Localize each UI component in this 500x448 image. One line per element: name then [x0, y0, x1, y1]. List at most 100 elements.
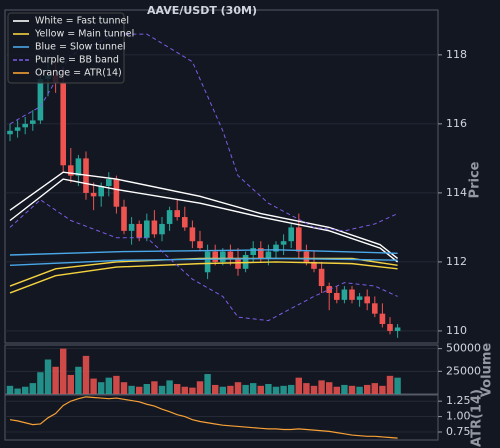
- volume-bar: [348, 385, 356, 394]
- volume-bar: [242, 384, 249, 394]
- volume-axis-label: Volume: [480, 343, 495, 398]
- candle-body: [220, 251, 226, 262]
- legend-label: White = Fast tunnel: [35, 16, 129, 27]
- volume-bar: [250, 383, 257, 394]
- volume-bar: [75, 366, 82, 394]
- volume-bar: [272, 386, 280, 394]
- candle-body: [235, 258, 241, 269]
- candle-body: [280, 241, 287, 245]
- volume-bar: [14, 388, 21, 394]
- candle-body: [121, 206, 127, 231]
- candle-body: [14, 127, 21, 131]
- candle-body: [394, 327, 401, 331]
- volume-bar: [219, 386, 226, 394]
- legend-box: [7, 12, 125, 84]
- candle-body: [166, 210, 173, 224]
- atr-axis-label: ATR(14): [470, 389, 485, 447]
- y-tick-label: 0.75: [446, 425, 471, 438]
- volume-bar: [82, 355, 90, 394]
- volume-bar: [98, 382, 105, 394]
- volume-bar: [379, 385, 386, 394]
- volume-bar: [105, 377, 112, 394]
- volume-bar: [181, 386, 188, 394]
- volume-bar: [196, 381, 204, 394]
- volume-bar: [136, 386, 143, 394]
- volume-bar: [371, 383, 378, 394]
- volume-bar: [128, 385, 135, 394]
- volume-bar: [44, 359, 52, 394]
- volume-bar: [333, 386, 340, 394]
- candle-body: [174, 210, 180, 218]
- chart-title: AAVE/USDT (30M): [147, 4, 257, 17]
- volume-bar: [257, 385, 264, 394]
- volume-bar: [356, 386, 363, 394]
- candle-body: [379, 313, 386, 325]
- candle-body: [311, 261, 317, 269]
- volume-bar: [22, 386, 29, 394]
- candle-body: [22, 123, 28, 128]
- legend-label: Yellow = Main tunnel: [34, 29, 134, 40]
- volume-bar: [52, 366, 59, 394]
- y-tick-label: 1.00: [446, 410, 471, 423]
- legend-label: Blue = Slow tunnel: [35, 42, 126, 53]
- candle-body: [60, 82, 66, 166]
- overlay-line: [9, 257, 398, 267]
- volume-bar: [151, 381, 158, 394]
- volume-bar: [341, 384, 348, 394]
- candle-body: [30, 120, 36, 124]
- volume-bar: [174, 384, 181, 394]
- candle-body: [318, 268, 325, 287]
- candle-body: [227, 251, 234, 259]
- candle-body: [136, 223, 142, 238]
- volume-bar: [295, 377, 302, 394]
- volume-bar: [120, 382, 128, 394]
- volume-bar: [204, 374, 211, 394]
- volume-bar: [6, 385, 14, 394]
- candle-body: [288, 227, 294, 242]
- legend: White = Fast tunnel Yellow = Main tunnel B…: [7, 12, 134, 84]
- atr-line: [9, 396, 398, 439]
- volume-bar: [67, 374, 74, 394]
- y-tick-label: 110: [446, 324, 467, 337]
- y-tick-label: 1.25: [446, 394, 471, 407]
- candle-body: [212, 251, 218, 262]
- overlay-line: [9, 257, 398, 287]
- volume-bar: [310, 385, 318, 394]
- candle-body: [75, 158, 82, 176]
- volume-bar: [394, 377, 401, 394]
- overlay-line: [9, 171, 399, 260]
- candle-body: [189, 227, 196, 242]
- candle-body: [341, 289, 348, 300]
- candle-body: [273, 244, 279, 252]
- y-tick-label: 118: [446, 48, 467, 61]
- y-tick-label: 116: [446, 117, 467, 130]
- volume-bar: [318, 380, 325, 394]
- candle-body: [37, 79, 44, 121]
- volume-bar: [364, 384, 371, 394]
- volume-bar: [166, 380, 173, 394]
- candle-body: [356, 296, 363, 300]
- volume-bar: [227, 385, 234, 394]
- candle-body: [7, 130, 13, 135]
- candle-body: [182, 217, 188, 228]
- volume-bar: [189, 387, 196, 394]
- volume-bar: [265, 384, 272, 394]
- legend-label: Purple = BB band: [35, 55, 119, 66]
- volume-bar: [234, 382, 242, 394]
- overlay-line: [9, 199, 398, 322]
- volume-bar: [212, 384, 219, 394]
- volume-bar: [288, 384, 295, 394]
- candle-body: [98, 185, 104, 197]
- y-axis-label: Price: [468, 161, 483, 198]
- volume-bar: [29, 383, 36, 394]
- volume-bar: [143, 384, 150, 394]
- candle-body: [128, 223, 135, 231]
- candle-body: [68, 165, 74, 176]
- candle-body: [106, 179, 112, 186]
- volume-bar: [326, 382, 333, 394]
- overlay-line: [9, 178, 399, 263]
- candle-body: [197, 241, 203, 249]
- candle-body: [349, 289, 355, 300]
- legend-label: Orange = ATR(14): [35, 68, 122, 79]
